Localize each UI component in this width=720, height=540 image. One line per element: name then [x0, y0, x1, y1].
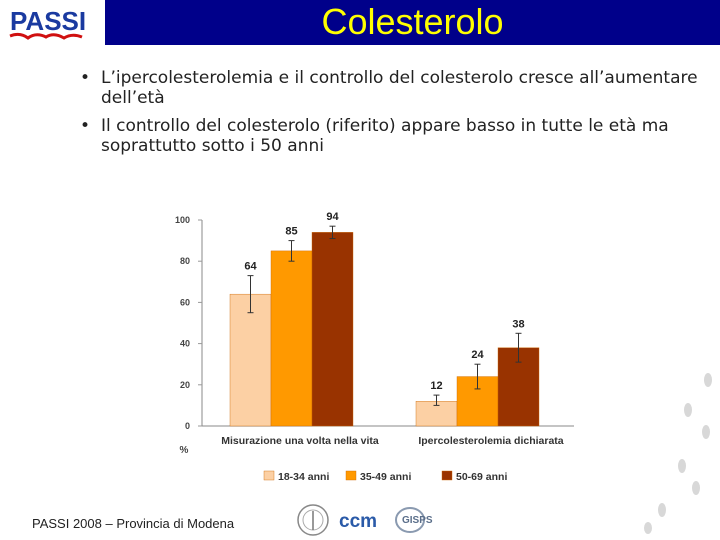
- legend-swatch: [263, 470, 275, 481]
- legend-label: 18-34 anni: [278, 471, 329, 483]
- passi-logo: PASSI: [9, 6, 86, 40]
- data-label: 12: [430, 380, 442, 392]
- data-label: 85: [285, 226, 297, 238]
- y-tick-label: 60: [180, 297, 190, 307]
- bar: [229, 293, 272, 427]
- data-label: 94: [326, 211, 339, 223]
- bar: [311, 232, 354, 427]
- legend-swatch: [441, 470, 453, 481]
- footprints-decoration: [644, 373, 712, 534]
- title-banner: Colesterolo: [105, 0, 720, 45]
- y-tick-label: 40: [180, 339, 190, 349]
- svg-text:ccm: ccm: [339, 511, 377, 532]
- data-label: 24: [471, 349, 484, 361]
- y-tick-label: 100: [175, 215, 190, 225]
- bar-chart: 0 20 40 60 80 100% 64 85 94 Misurazione una volta…: [175, 211, 574, 483]
- data-label: 64: [244, 261, 257, 273]
- category-label: Misurazione una volta nella vita: [221, 435, 379, 447]
- data-label: 38: [512, 318, 524, 330]
- y-tick-label: 0: [185, 421, 190, 431]
- ccm-logo: ccm: [337, 510, 387, 532]
- bullet-list: • L’ipercolesterolemia e il controllo del…: [80, 68, 700, 164]
- y-axis-label: %: [180, 445, 189, 456]
- y-tick-label: 20: [180, 380, 190, 390]
- bullet-item: • Il controllo del colesterolo (riferito)…: [80, 116, 669, 156]
- legend-label: 35-49 anni: [360, 471, 411, 483]
- svg-text:GISPS: GISPS: [402, 515, 433, 526]
- y-tick-label: 80: [180, 256, 190, 266]
- page-title: Colesterolo: [321, 1, 504, 42]
- gisps-logo: GISPS: [395, 507, 433, 533]
- bullet-item: • L’ipercolesterolemia e il controllo del…: [80, 68, 698, 108]
- bar: [270, 250, 313, 427]
- category-label: Ipercolesterolemia dichiarata: [418, 435, 563, 447]
- footer-text: PASSI 2008 – Provincia di Modena: [32, 516, 235, 531]
- passi-logo-text: PASSI: [10, 6, 86, 36]
- ministry-seal-logo: [297, 504, 329, 536]
- legend-label: 50-69 anni: [456, 471, 507, 483]
- legend-swatch: [345, 470, 357, 481]
